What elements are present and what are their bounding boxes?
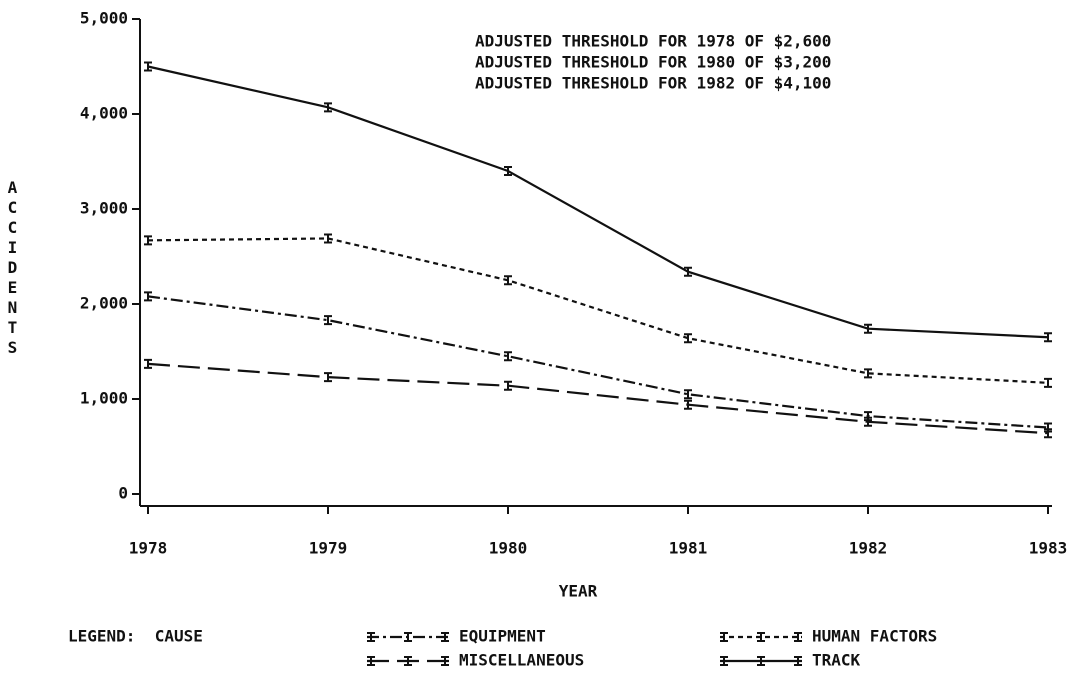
y-axis-label: ACCIDENTS xyxy=(3,178,22,358)
point-marker xyxy=(144,291,152,302)
point-marker xyxy=(324,233,332,244)
legend-marker xyxy=(367,656,375,666)
point-marker xyxy=(684,333,692,344)
annotation: ADJUSTED THRESHOLD FOR 1980 OF $3,200 xyxy=(475,53,831,72)
legend-marker xyxy=(441,656,449,666)
series-line xyxy=(147,65,1049,339)
point-marker xyxy=(144,235,152,246)
series-line xyxy=(147,295,1049,429)
point-marker xyxy=(1044,428,1052,439)
legend-title: LEGEND: CAUSE xyxy=(68,627,203,646)
x-tick-label: 1983 xyxy=(1029,539,1068,558)
series-line xyxy=(147,237,1049,384)
series-line xyxy=(147,362,1049,435)
legend-marker xyxy=(757,632,765,642)
x-tick-label: 1980 xyxy=(489,539,528,558)
y-tick-label: 1,000 xyxy=(80,389,128,408)
legend-marker xyxy=(757,656,765,666)
legend-label: HUMAN FACTORS xyxy=(812,627,937,646)
legend-label: EQUIPMENT xyxy=(459,627,546,646)
point-marker xyxy=(324,315,332,326)
legend-marker xyxy=(367,632,375,642)
y-tick-label: 2,000 xyxy=(80,294,128,313)
point-marker xyxy=(504,351,512,362)
point-marker xyxy=(144,61,152,72)
legend-marker xyxy=(794,656,802,666)
legend-marker xyxy=(720,656,728,666)
legend-label: MISCELLANEOUS xyxy=(459,651,584,670)
annotation: ADJUSTED THRESHOLD FOR 1978 OF $2,600 xyxy=(475,32,831,51)
legend-label: TRACK xyxy=(812,651,861,670)
x-tick-label: 1978 xyxy=(129,539,168,558)
point-marker xyxy=(684,389,692,400)
point-marker xyxy=(864,323,872,334)
annotation: ADJUSTED THRESHOLD FOR 1982 OF $4,100 xyxy=(475,74,831,93)
point-marker xyxy=(504,380,512,391)
legend-marker xyxy=(720,632,728,642)
y-tick-label: 5,000 xyxy=(80,9,128,28)
legend-marker xyxy=(794,632,802,642)
x-tick-label: 1982 xyxy=(849,539,888,558)
y-tick-label: 3,000 xyxy=(80,199,128,218)
point-marker xyxy=(864,416,872,427)
point-marker xyxy=(144,358,152,369)
point-marker xyxy=(1044,377,1052,388)
x-tick-label: 1981 xyxy=(669,539,708,558)
point-marker xyxy=(684,399,692,410)
y-tick-label: 0 xyxy=(118,484,128,503)
x-tick-label: 1979 xyxy=(309,539,348,558)
point-marker xyxy=(504,275,512,286)
x-axis-label: YEAR xyxy=(559,582,598,601)
legend-marker xyxy=(404,656,412,666)
point-marker xyxy=(864,368,872,379)
point-marker xyxy=(324,372,332,383)
point-marker xyxy=(324,102,332,113)
y-tick-label: 4,000 xyxy=(80,104,128,123)
legend-marker xyxy=(404,632,412,642)
legend-marker xyxy=(441,632,449,642)
point-marker xyxy=(684,266,692,277)
point-marker xyxy=(504,166,512,176)
point-marker xyxy=(1044,332,1052,343)
